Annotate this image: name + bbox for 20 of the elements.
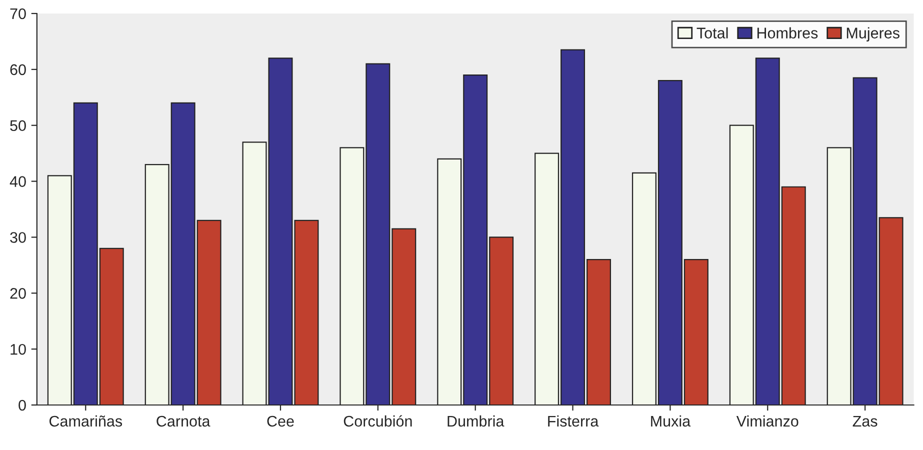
x-tick-label: Zas <box>852 416 878 427</box>
x-tick-label: Dumbria <box>448 415 504 427</box>
y-tick-label: 70 <box>10 8 26 20</box>
y-tick-label: 20 <box>10 288 26 299</box>
y-tick-label: 0 <box>18 400 26 411</box>
legend-label: Total <box>696 27 728 38</box>
x-tick-label: Fisterra <box>548 415 599 427</box>
x-tick-label: Muxia <box>651 415 691 427</box>
x-tick-label: Vimianzo <box>736 415 798 427</box>
x-tick-label: Camariñas <box>49 415 122 427</box>
y-tick-label: 40 <box>10 176 26 187</box>
legend-label: Mujeres <box>846 27 900 42</box>
y-tick-label: 30 <box>10 232 26 243</box>
y-tick-label: 10 <box>10 344 26 355</box>
y-tick-label: 60 <box>10 64 26 76</box>
x-tick-label: Carnota <box>156 416 210 427</box>
x-tick-label: Cee <box>267 416 294 427</box>
y-tick-label: 50 <box>10 120 26 132</box>
x-tick-label: Corcubión <box>344 415 412 427</box>
legend-label: Hombres <box>757 27 818 38</box>
